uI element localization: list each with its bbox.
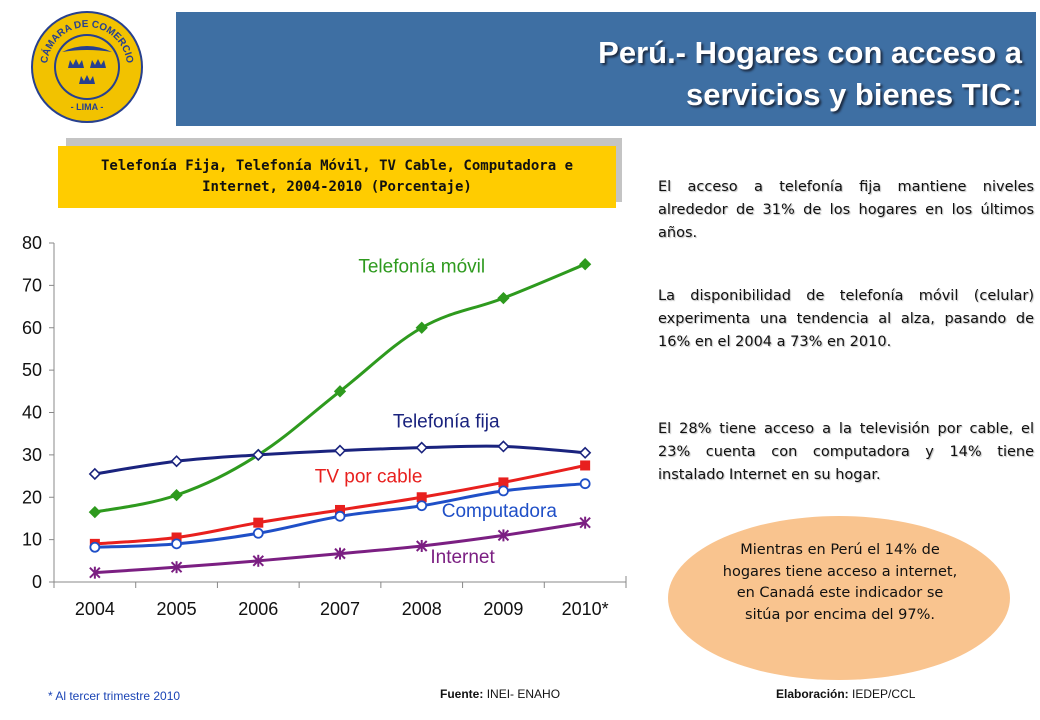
data-point	[497, 440, 510, 453]
wings-icon	[62, 46, 112, 52]
y-tick-label: 0	[32, 572, 42, 592]
data-point	[89, 566, 101, 579]
data-point	[497, 291, 510, 305]
data-point	[497, 529, 510, 542]
series-tv-por-cable: TV por cable	[89, 460, 591, 549]
y-tick-label: 70	[22, 275, 42, 295]
y-tick-label: 30	[22, 445, 42, 465]
header-banner: Perú.- Hogares con acceso a servicios y …	[176, 12, 1036, 126]
data-point	[252, 527, 264, 539]
y-tick-label: 80	[22, 233, 42, 253]
chart-title-line2: Internet, 2004-2010 (Porcentaje)	[202, 179, 472, 195]
data-point	[333, 385, 347, 398]
y-tick-label: 10	[22, 530, 42, 550]
source-value: INEI- ENAHO	[486, 687, 561, 701]
series-label: Internet	[430, 547, 495, 568]
x-tick-label: 2004	[75, 599, 115, 619]
data-point	[415, 321, 428, 334]
data-point	[333, 444, 347, 457]
series-computadora: Computadora	[89, 478, 591, 553]
y-tick-label: 40	[22, 403, 42, 423]
source-note: Fuente: INEI- ENAHO	[440, 687, 560, 701]
data-point	[498, 485, 509, 497]
data-point	[579, 446, 592, 459]
credits-value: IEDEP/CCL	[852, 687, 916, 701]
page-title-line1: Perú.- Hogares con acceso a	[598, 35, 1022, 70]
paragraph-telefonia-fija: El acceso a telefonía fija mantiene nive…	[658, 179, 1034, 241]
x-tick-label: 2005	[157, 599, 197, 619]
logo-text-bottom: - LIMA -	[71, 102, 104, 112]
camara-de-comercio-logo: CÁMARA DE COMERCIO - LIMA -	[31, 11, 143, 123]
data-point	[253, 517, 264, 528]
series-label: Telefonía fija	[393, 411, 500, 432]
y-tick-label: 20	[22, 487, 42, 507]
credits-note: Elaboración: IEDEP/CCL	[776, 687, 915, 701]
series-label: Telefonía móvil	[358, 257, 485, 278]
credits-label: Elaboración:	[776, 687, 849, 701]
x-tick-label: 2008	[402, 599, 442, 619]
series-telefon-a-fija: Telefonía fija	[88, 411, 592, 481]
x-tick-label: 2010*	[562, 599, 609, 619]
y-tick-label: 50	[22, 360, 42, 380]
data-point	[334, 510, 346, 522]
data-point	[170, 488, 183, 502]
x-tick-label: 2009	[483, 599, 523, 619]
data-point	[416, 500, 428, 512]
page-title-line2: servicios y bienes TIC:	[686, 77, 1022, 112]
data-point	[580, 460, 591, 471]
data-point	[170, 455, 183, 468]
callout-oval	[668, 516, 1010, 680]
data-point	[579, 516, 591, 529]
series-telefon-a-m-vil: Telefonía móvil	[88, 257, 592, 519]
data-point	[89, 541, 101, 553]
footnote: * Al tercer trimestre 2010	[48, 689, 181, 703]
data-point	[170, 561, 183, 574]
data-point	[88, 505, 101, 519]
series-label: TV por cable	[315, 466, 423, 487]
data-point	[171, 538, 182, 550]
callout-text: Mientras en Perú el 14% de hogares tiene…	[722, 542, 958, 623]
data-point	[334, 547, 346, 560]
y-tick-label: 60	[22, 318, 42, 338]
data-point	[579, 258, 592, 271]
data-point	[88, 467, 101, 481]
data-point	[252, 554, 264, 567]
data-point	[252, 448, 265, 462]
page-title: Perú.- Hogares con acceso a servicios y …	[598, 32, 1022, 116]
chart-title-line1: Telefonía Fija, Telefonía Móvil, TV Cabl…	[100, 158, 573, 174]
source-label: Fuente:	[440, 687, 484, 701]
series-internet: Internet	[89, 516, 591, 579]
x-tick-label: 2007	[320, 599, 360, 619]
data-point	[415, 441, 428, 454]
data-point	[579, 478, 591, 490]
chart-title: Telefonía Fija, Telefonía Móvil, TV Cabl…	[58, 146, 616, 208]
crown-icon	[68, 59, 106, 84]
paragraph-tv-computadora-internet: El 28% tiene acceso a la televisión por …	[658, 421, 1034, 483]
series-label: Computadora	[442, 501, 558, 522]
line-chart: 0 10 20 30 40 50 60 70 80 2004 2005 2006 2007 2008 200…	[22, 233, 627, 619]
data-point	[416, 539, 428, 552]
paragraph-telefonia-movil: La disponibilidad de telefonía móvil (ce…	[658, 288, 1034, 350]
x-tick-label: 2006	[238, 599, 278, 619]
